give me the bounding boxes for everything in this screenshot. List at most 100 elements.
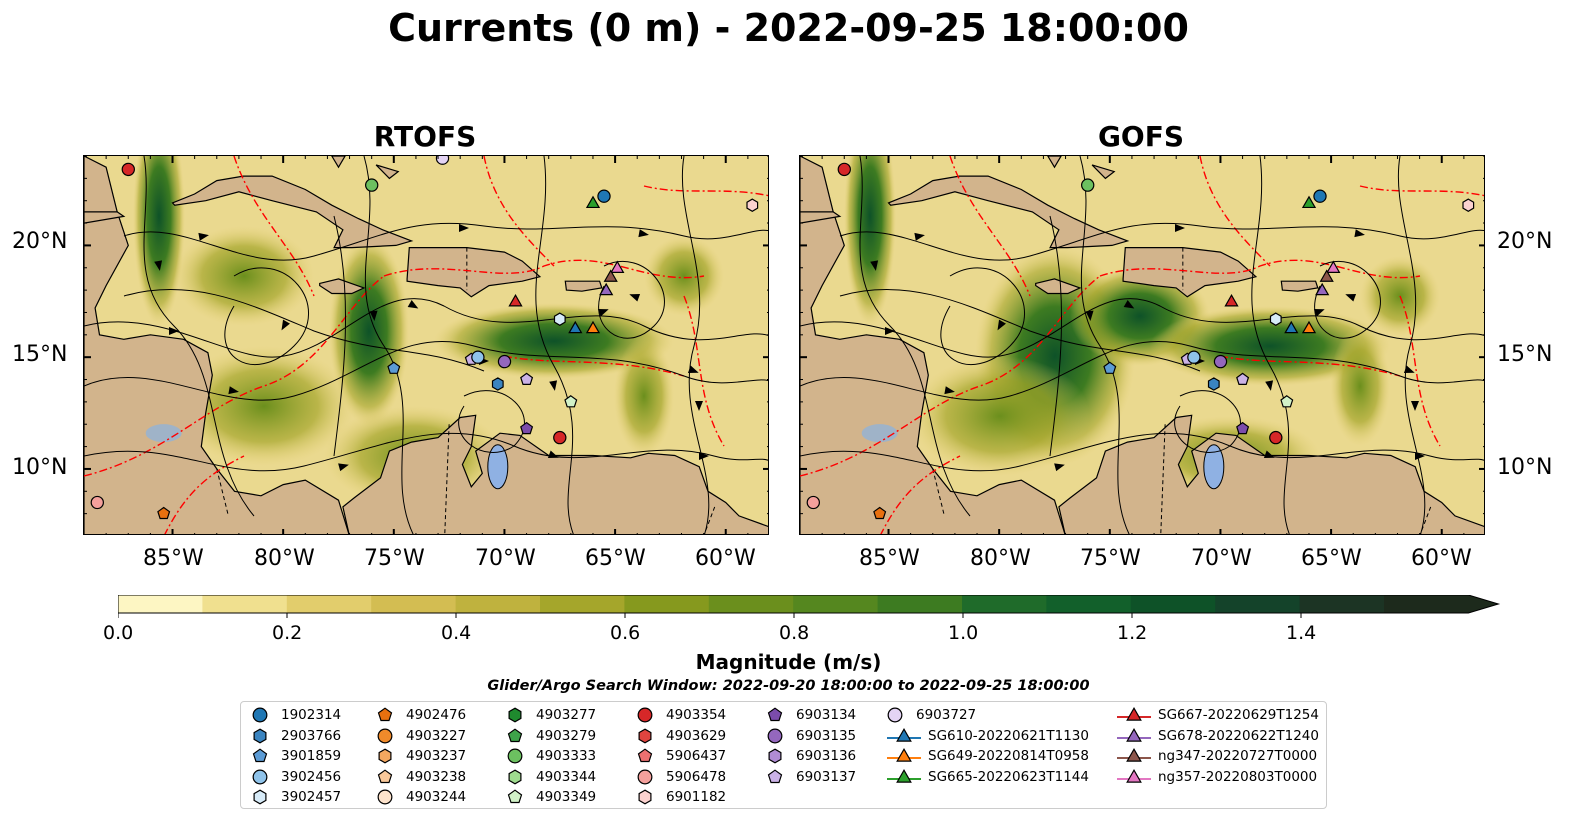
colorbar-tick-1: 0.2: [272, 622, 303, 644]
legend-label: ng357-20220803T0000: [1158, 768, 1318, 785]
current-streamline: [800, 340, 1484, 401]
legend-item-6903136: 6903136: [766, 746, 856, 766]
eez-boundary: [233, 156, 315, 297]
colorbar-extend-arrow: [1384, 595, 1499, 613]
land-hispaniola: [406, 246, 542, 298]
observation-marker: [1315, 282, 1330, 296]
legend-label: 4903629: [666, 727, 727, 744]
legend-item-1902314: 1902314: [251, 705, 341, 725]
observation-marker: [585, 195, 601, 209]
current-arrow: [1354, 229, 1365, 238]
observation-marker: [1301, 320, 1317, 334]
lon-label-70w-right: 70°W: [1191, 546, 1252, 571]
legend-label: 4903227: [406, 727, 467, 744]
observation-marker: [1462, 198, 1475, 212]
colorbar-segment: [1130, 595, 1216, 613]
land-central-america: [84, 156, 350, 534]
observation-marker: [1326, 260, 1341, 273]
legend-label: 2903766: [281, 727, 342, 744]
legend-item-sg610-20220621t1130: SG610-20220621T1130: [886, 726, 1089, 746]
legend-label: 3902456: [281, 768, 342, 785]
gofs-current-map: [799, 155, 1485, 535]
current-streamline: [800, 432, 1484, 472]
legend-label: 3901859: [281, 748, 342, 764]
lon-label-80w-left: 80°W: [254, 546, 315, 571]
current-arrow: [1265, 380, 1274, 391]
current-streamline: [1049, 215, 1063, 457]
lon-label-85w-left: 85°W: [143, 546, 204, 571]
observation-marker: [873, 506, 887, 520]
lake-maracaibo: [487, 444, 509, 490]
current-arrow: [228, 386, 239, 395]
legend-item-6903727: 6903727: [886, 705, 976, 725]
land-bahamas-b: [375, 164, 400, 180]
map-svg: [800, 156, 1484, 534]
legend-label: 4903354: [666, 707, 727, 723]
legend-label: 5906478: [666, 768, 727, 785]
legend-marker-icon: [1117, 727, 1151, 742]
current-magnitude-patch: [614, 336, 674, 456]
legend-label: 6903136: [796, 748, 857, 764]
colorbar-segment: [1299, 595, 1385, 613]
current-arrow: [369, 310, 378, 321]
observation-marker: [568, 320, 583, 334]
current-arrow: [1085, 310, 1094, 321]
lon-label-85w-right: 85°W: [859, 546, 920, 571]
observation-marker: [599, 282, 614, 296]
land-bahamas-a: [1047, 156, 1062, 169]
legend-label: 4903244: [406, 789, 467, 805]
lon-label-65w-left: 65°W: [585, 546, 646, 571]
observation-marker: [564, 395, 578, 408]
current-arrow: [1175, 224, 1185, 232]
search-window-text: Glider/Argo Search Window: 2022-09-20 18…: [487, 678, 1090, 694]
observation-marker: [157, 506, 171, 520]
legend-item-6903135: 6903135: [766, 726, 856, 746]
colorbar-svg: [117, 594, 1501, 618]
current-streamline: [598, 260, 665, 339]
legend-item-6903137: 6903137: [766, 767, 856, 787]
legend-label: ng347-20220727T0000: [1158, 748, 1318, 764]
current-magnitude-patch: [1150, 306, 1390, 386]
legend-label: SG667-20220629T1254: [1158, 707, 1319, 723]
current-magnitude-patch: [1330, 326, 1390, 446]
current-arrow: [1263, 450, 1275, 459]
legend-marker-icon: [637, 769, 653, 784]
current-arrow: [914, 232, 925, 241]
current-arrow: [1345, 293, 1357, 302]
current-arrow: [687, 365, 699, 374]
colorbar-segment: [455, 595, 541, 613]
legend-marker-icon: [252, 769, 268, 784]
lon-label-75w-left: 75°W: [364, 546, 425, 571]
observation-marker: [491, 377, 504, 391]
lat-label-20n-right: 20°N: [1497, 229, 1553, 254]
legend-item-6903134: 6903134: [766, 705, 856, 725]
current-arrow: [549, 380, 558, 391]
observation-marker: [806, 495, 820, 510]
lat-label-10n-right: 10°N: [1497, 455, 1553, 480]
lat-label-10n-left: 10°N: [12, 455, 68, 480]
land-central-america: [800, 156, 1066, 534]
country-borders: [216, 247, 716, 534]
legend-label: SG678-20220622T1240: [1158, 727, 1319, 744]
current-streamline: [800, 298, 1484, 358]
legend-label: SG610-20220621T1130: [928, 727, 1089, 744]
legend-item-ng357-20220803t0000: ng357-20220803T0000: [1116, 767, 1317, 787]
legend-label: 4903277: [536, 707, 597, 723]
colorbar-segment: [286, 595, 372, 613]
colorbar-tick-7: 1.4: [1286, 622, 1317, 644]
observation-marker: [387, 361, 401, 374]
observation-marker: [1207, 377, 1220, 391]
legend: 1902314 2903766 3901859 3902456 3902457 49024…: [240, 701, 1327, 809]
legend-marker-icon: [377, 789, 393, 805]
current-magnitude-patch: [174, 346, 354, 466]
current-streamline: [681, 156, 710, 534]
colorbar-segment: [793, 595, 879, 613]
observation-marker: [585, 320, 601, 334]
lake-nicaragua: [861, 424, 898, 443]
colorbar-segment: [708, 595, 794, 613]
legend-marker-icon: [378, 748, 392, 764]
land-jamaica: [1035, 278, 1082, 295]
legend-label: 4903344: [536, 768, 597, 785]
current-streamline: [84, 340, 768, 401]
legend-item-4903354: 4903354: [636, 705, 726, 725]
